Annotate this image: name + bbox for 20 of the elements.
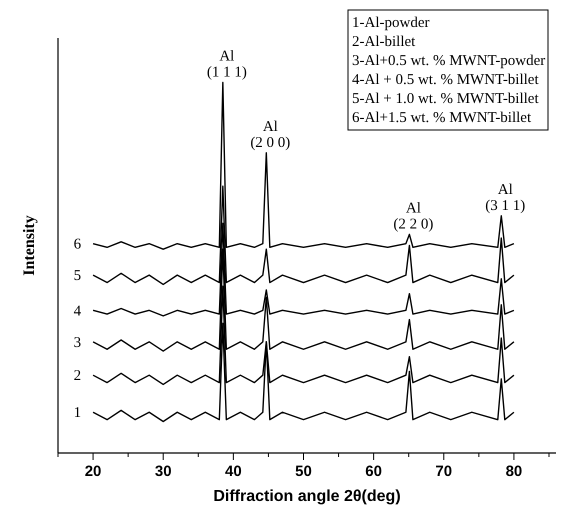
series-label: 2 xyxy=(74,368,82,384)
annotation: Al (3 1 1) xyxy=(485,182,526,214)
x-tick-label: 80 xyxy=(506,463,522,480)
annotation: Al (1 1 1) xyxy=(206,48,247,80)
series-label: 5 xyxy=(74,268,82,284)
series-label: 3 xyxy=(74,334,82,351)
annotation: Al (2 0 0) xyxy=(250,118,290,151)
x-tick-label: 60 xyxy=(365,463,382,480)
x-tick-label: 20 xyxy=(84,463,102,480)
series-label: 4 xyxy=(74,303,82,320)
x-tick-label: 70 xyxy=(435,463,452,480)
x-tick-label: 30 xyxy=(154,463,172,480)
annotation: 1-Al-powder 2-Al-billet 3-Al+0.5 wt. % MWNT-powder 4-Al + 0.5 wt. % MWNT-billet 5-Al + 1.0 wt. % MWNT-billet 6-Al+1.5 wt. % MWNT-billet xyxy=(352,15,546,126)
series-label: 6 xyxy=(74,236,82,253)
x-tick-label: 50 xyxy=(295,463,312,480)
series-label: 1 xyxy=(74,405,82,422)
x-tick-label: 40 xyxy=(225,463,242,480)
annotation: Al (2 2 0) xyxy=(393,200,434,232)
y-axis-title: Intensity xyxy=(21,215,38,276)
x-axis-title: Diffraction angle 2θ(deg) xyxy=(213,488,401,505)
